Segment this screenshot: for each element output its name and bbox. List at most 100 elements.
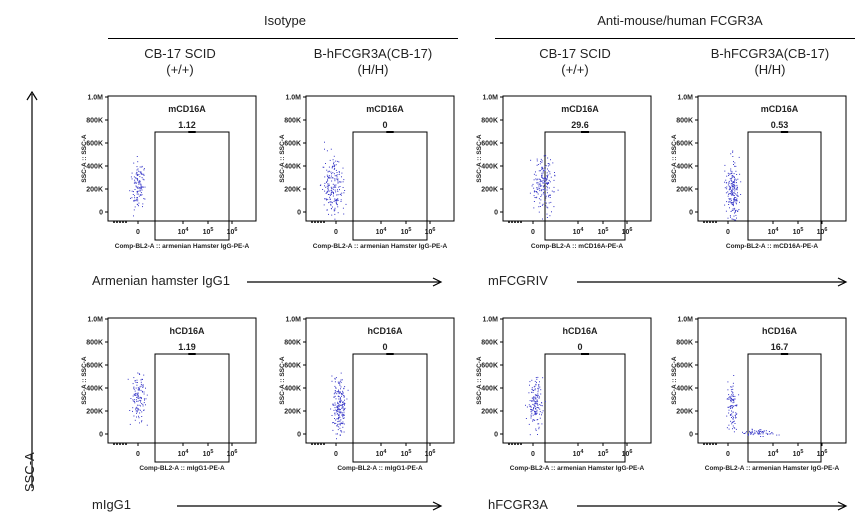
- data-point: [735, 404, 737, 406]
- gate-name-label: hCD16A: [562, 326, 598, 336]
- data-point: [731, 185, 733, 187]
- data-point: [338, 416, 340, 418]
- data-point: [542, 410, 544, 412]
- data-point: [537, 387, 539, 389]
- data-point: [541, 423, 543, 425]
- plot-frame: [502, 95, 652, 222]
- data-point: [333, 191, 334, 193]
- data-point: [750, 433, 752, 435]
- data-point: [334, 390, 336, 391]
- data-point: [749, 432, 751, 434]
- data-point: [538, 407, 540, 409]
- data-point: [729, 188, 731, 190]
- data-point: [728, 185, 730, 187]
- data-point: [132, 400, 134, 402]
- data-point: [137, 392, 139, 394]
- data-point: [142, 173, 144, 175]
- data-point: [140, 397, 142, 399]
- data-point: [733, 198, 735, 200]
- data-point: [135, 177, 137, 179]
- data-point: [735, 412, 737, 414]
- data-point: [732, 208, 734, 210]
- data-point: [533, 187, 535, 189]
- data-point: [334, 412, 336, 414]
- data-point: [129, 190, 131, 192]
- x-tick-label: 105: [793, 227, 804, 236]
- data-point: [328, 184, 330, 186]
- data-point: [540, 196, 542, 197]
- data-point: [729, 178, 731, 180]
- data-point: [735, 199, 737, 201]
- data-point: [733, 201, 735, 203]
- data-point: [137, 396, 139, 398]
- data-point: [336, 203, 338, 205]
- data-point: [530, 411, 532, 413]
- data-point: [557, 189, 559, 191]
- data-point: [731, 186, 733, 188]
- data-point: [736, 174, 738, 175]
- data-point: [542, 182, 544, 184]
- data-point: [731, 398, 732, 400]
- data-point: [532, 409, 534, 411]
- data-point: [545, 195, 547, 197]
- data-point: [338, 390, 340, 392]
- plot-frame: [697, 317, 847, 444]
- data-point: [324, 198, 326, 200]
- data-point: [328, 177, 330, 179]
- data-point: [327, 188, 329, 190]
- data-point: [330, 203, 332, 205]
- data-point: [541, 161, 543, 163]
- data-point: [545, 179, 547, 181]
- data-point: [134, 197, 136, 199]
- data-point: [340, 400, 342, 402]
- data-point: [731, 423, 733, 425]
- data-point: [343, 213, 345, 215]
- data-point: [535, 412, 537, 414]
- data-point: [734, 182, 736, 184]
- gate-percent-label: 0: [577, 342, 582, 352]
- data-point: [328, 213, 329, 215]
- data-point: [776, 434, 778, 436]
- data-point: [139, 399, 141, 401]
- data-point: [337, 212, 339, 214]
- data-point: [138, 202, 140, 204]
- x-tick-label: 106: [622, 227, 633, 236]
- data-point: [770, 433, 772, 435]
- data-point: [544, 193, 546, 195]
- data-point: [730, 179, 732, 181]
- data-point: [141, 166, 143, 168]
- data-point: [538, 428, 540, 430]
- data-point: [730, 407, 731, 409]
- data-point: [326, 150, 328, 152]
- data-point: [733, 164, 734, 165]
- data-point: [732, 428, 733, 430]
- data-point: [144, 186, 146, 188]
- data-point: [536, 412, 538, 414]
- data-point: [728, 189, 730, 191]
- data-point: [538, 185, 540, 187]
- data-point: [537, 164, 539, 165]
- x-tick-label: 106: [622, 449, 633, 458]
- data-point: [553, 179, 555, 181]
- data-point: [531, 391, 532, 393]
- x-tick-label: 104: [768, 227, 780, 236]
- data-point: [547, 157, 549, 159]
- data-point: [531, 410, 533, 412]
- data-point: [138, 387, 140, 389]
- data-point: [136, 406, 138, 408]
- data-point: [732, 189, 734, 191]
- data-point: [135, 387, 137, 389]
- data-point: [728, 398, 730, 400]
- data-point: [330, 208, 332, 210]
- data-point: [337, 411, 339, 412]
- data-point: [338, 174, 340, 175]
- data-point: [533, 400, 535, 402]
- gate-percent-label: 1.19: [178, 342, 196, 352]
- data-point: [142, 186, 144, 188]
- data-point: [737, 211, 739, 212]
- data-point: [529, 400, 531, 402]
- data-point: [336, 425, 338, 427]
- data-point: [145, 387, 146, 389]
- data-point: [143, 169, 145, 171]
- data-point: [542, 203, 544, 205]
